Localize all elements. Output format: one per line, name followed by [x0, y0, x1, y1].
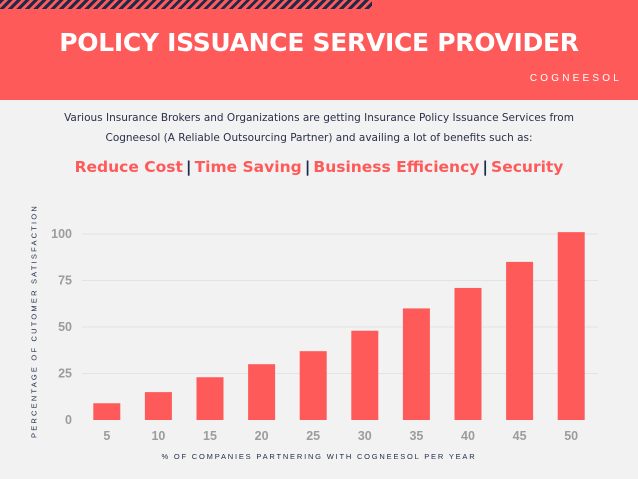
- x-tick-label: 25: [306, 429, 320, 443]
- x-tick-label: 40: [461, 429, 475, 443]
- y-tick-label: 25: [58, 367, 72, 381]
- x-tick-label: 5: [103, 429, 110, 443]
- bar: [402, 308, 430, 420]
- benefit-reduce-cost: Reduce Cost: [74, 158, 183, 176]
- x-tick-label: 50: [564, 429, 578, 443]
- benefit-business-efficiency: Business Efficiency: [313, 158, 480, 176]
- bar: [351, 330, 379, 420]
- x-tick-label: 45: [513, 429, 527, 443]
- bar: [93, 403, 121, 420]
- description-line-1: Various Insurance Brokers and Organizati…: [64, 112, 574, 124]
- bar: [299, 351, 327, 420]
- x-tick-label: 30: [358, 429, 372, 443]
- benefit-separator: |: [185, 158, 192, 176]
- description-line-2: Cogneesol (A Reliable Outsourcing Partne…: [105, 132, 533, 144]
- x-tick-label: 15: [203, 429, 217, 443]
- description: Various Insurance Brokers and Organizati…: [20, 108, 618, 148]
- header-banner: POLICY ISSUANCE SERVICE PROVIDER COGNEES…: [0, 0, 638, 100]
- y-tick-label: 100: [51, 227, 72, 241]
- benefit-security: Security: [491, 158, 564, 176]
- x-tick-label: 35: [409, 429, 423, 443]
- brand-name: COGNEESOL: [529, 73, 622, 84]
- y-tick-label: 50: [58, 320, 72, 334]
- bar: [144, 392, 172, 420]
- bar: [506, 261, 534, 420]
- bar-layer: [93, 232, 585, 420]
- benefits-line: Reduce Cost | Time Saving | Business Efficie…: [0, 158, 638, 176]
- bar: [248, 364, 276, 420]
- striped-accent-bar: [0, 0, 372, 9]
- x-tick-label: 10: [151, 429, 165, 443]
- bar: [557, 232, 585, 420]
- x-tick-label: 20: [255, 429, 269, 443]
- y-tick-label: 0: [65, 413, 72, 427]
- benefit-time-saving: Time Saving: [194, 158, 302, 176]
- bar: [196, 377, 224, 420]
- benefit-separator: |: [304, 158, 311, 176]
- y-tick-label: 75: [58, 274, 72, 288]
- page-title: POLICY ISSUANCE SERVICE PROVIDER: [59, 28, 579, 57]
- x-axis-label: % OF COMPANIES PARTNERING WITH COGNEESOL…: [161, 452, 477, 461]
- bar: [454, 287, 482, 420]
- benefit-separator: |: [482, 158, 489, 176]
- tick-label-layer: 0 25 50 75 100 5 10 15 20 25 30 35 40 45 50: [51, 227, 578, 443]
